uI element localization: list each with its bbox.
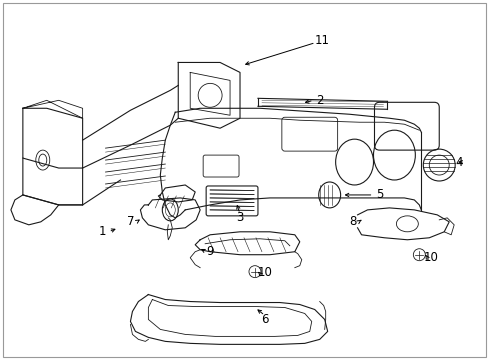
Text: 10: 10	[423, 251, 438, 264]
Text: 4: 4	[454, 156, 462, 168]
Text: 2: 2	[315, 94, 323, 107]
Text: 11: 11	[314, 34, 328, 47]
Text: 5: 5	[375, 188, 383, 202]
FancyBboxPatch shape	[206, 186, 258, 216]
Text: 6: 6	[261, 313, 268, 326]
Text: 8: 8	[348, 215, 356, 228]
Text: 3: 3	[236, 211, 243, 224]
Text: 9: 9	[206, 245, 213, 258]
Text: 7: 7	[126, 215, 134, 228]
Text: 1: 1	[99, 225, 106, 238]
Text: 10: 10	[257, 266, 272, 279]
